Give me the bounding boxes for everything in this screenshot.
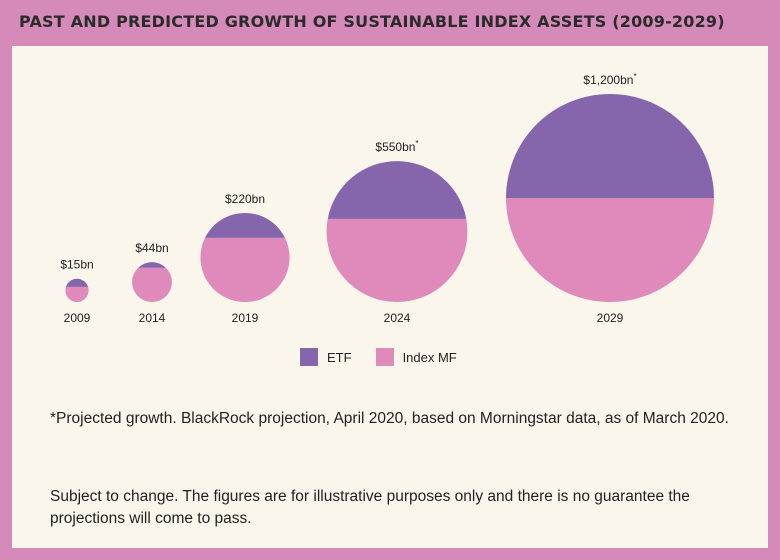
bubble-segment-etf-2019	[205, 212, 285, 238]
bubble-segment-etf-2024	[327, 161, 467, 219]
bubble-2009: $15bn 2009	[60, 258, 93, 325]
bubble-segment-etf-2009	[65, 278, 89, 287]
bubble-chart: $15bn2009$44bn2014$220bn2019$550bn*2024$…	[60, 72, 714, 325]
value-label-2019: $220bn	[225, 192, 265, 206]
legend-label-etf: ETF	[327, 349, 352, 365]
year-label-2029: 2029	[597, 311, 624, 325]
year-label-2019: 2019	[232, 311, 259, 325]
bubble-segment-etf-2029	[506, 94, 714, 198]
value-label-2024: $550bn*	[375, 139, 418, 154]
year-label-2009: 2009	[64, 311, 91, 325]
chart-title: PAST AND PREDICTED GROWTH OF SUSTAINABLE…	[19, 12, 725, 31]
value-label-2009: $15bn	[60, 258, 93, 272]
footnote-disclaimer: Subject to change. The figures are for i…	[50, 488, 690, 527]
legend-swatch-etf	[300, 348, 318, 366]
legend: ETF Index MF	[300, 346, 481, 368]
title-bar: PAST AND PREDICTED GROWTH OF SUSTAINABLE…	[0, 0, 780, 46]
legend-swatch-index-mf	[375, 348, 394, 366]
bubble-segment-index-mf-2029	[506, 198, 714, 302]
legend-label-index-mf: Index MF	[402, 349, 457, 365]
bubble-segment-index-mf-2009	[65, 286, 89, 302]
bubble-2019: $220bn 2019	[200, 192, 290, 325]
bubble-segment-index-mf-2014	[132, 267, 172, 303]
year-label-2024: 2024	[384, 311, 411, 325]
value-label-2029: $1,200bn*	[583, 72, 636, 87]
legend-item-index-mf: Index MF	[375, 348, 457, 366]
bubble-2024: $550bn* 2024	[326, 139, 468, 325]
bubble-segment-index-mf-2019	[200, 237, 290, 302]
bubble-2014: $44bn 2014	[132, 241, 172, 325]
footnote-projection: *Projected growth. BlackRock projection,…	[50, 410, 729, 427]
bubble-segment-etf-2014	[138, 262, 166, 268]
chart-panel: $15bn 2009 $44bn 2014 $220bn 2019 $550bn* 2024 $…	[12, 46, 768, 548]
bubble-segment-index-mf-2024	[326, 218, 468, 302]
bubble-2029: $1,200bn* 2029	[506, 72, 714, 325]
legend-item-etf: ETF	[300, 348, 352, 366]
year-label-2014: 2014	[139, 311, 166, 325]
value-label-2014: $44bn	[135, 241, 168, 255]
